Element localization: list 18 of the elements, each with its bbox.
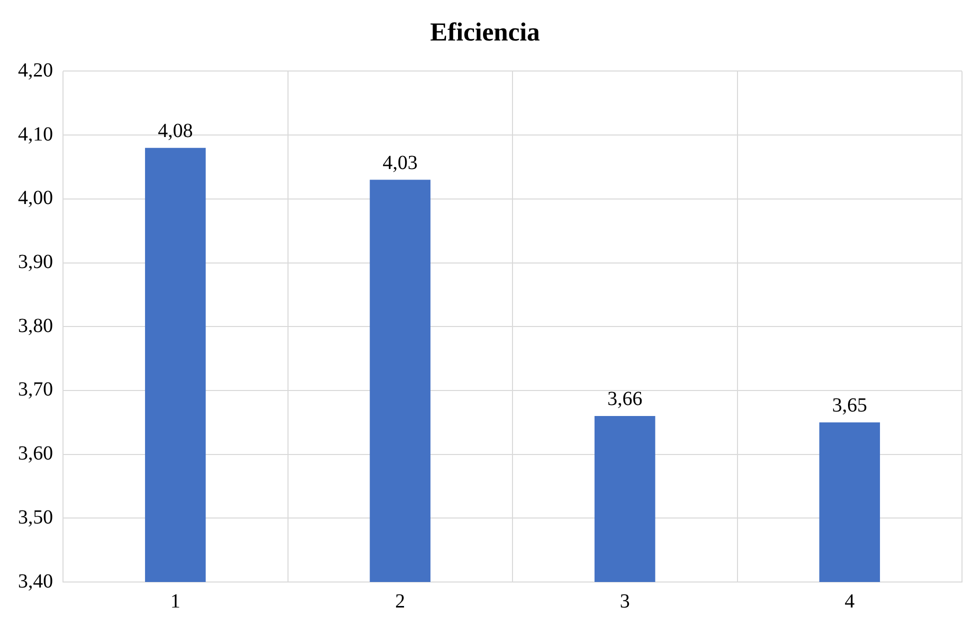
y-tick-label: 3,70 [18,378,53,401]
data-label: 4,03 [382,152,418,174]
y-tick-label: 4,00 [18,187,53,210]
x-tick-label: 3 [620,590,630,612]
y-tick-label: 3,60 [18,442,53,465]
y-tick-label: 4,20 [18,59,53,82]
y-tick-label: 3,90 [18,251,53,273]
x-tick-label: 2 [395,590,406,612]
chart-title: Eficiencia [430,17,540,46]
data-label: 4,08 [158,120,193,142]
y-tick-label: 3,40 [18,570,53,592]
data-label: 3,66 [607,388,642,410]
y-tick-label: 4,10 [18,123,53,146]
data-label: 3,65 [832,394,868,417]
y-tick-label: 3,80 [18,314,53,337]
x-tick-label: 4 [844,590,855,612]
x-tick-label: 1 [170,590,180,612]
y-tick-label: 3,50 [18,506,53,528]
